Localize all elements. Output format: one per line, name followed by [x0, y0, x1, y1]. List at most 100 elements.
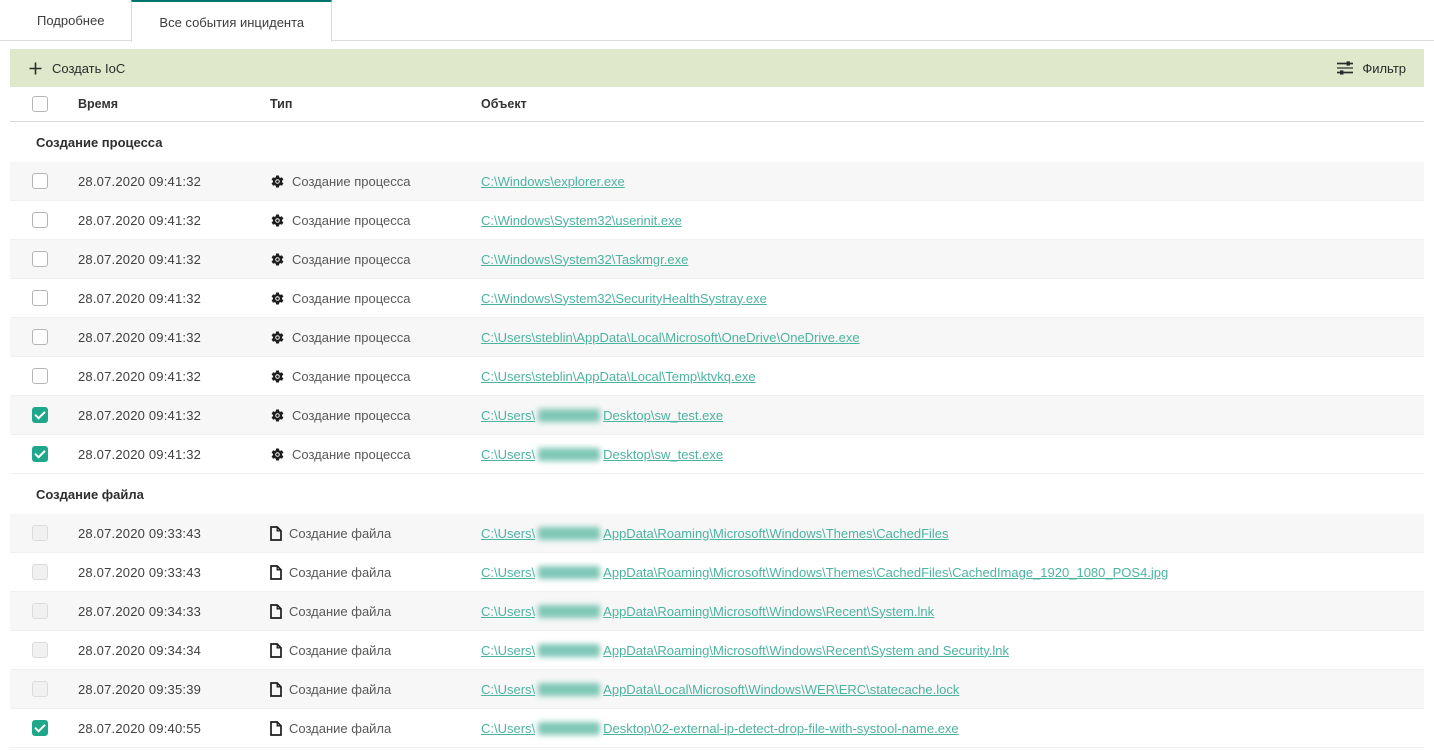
document-icon [270, 681, 282, 697]
column-header-object: Объект [481, 97, 527, 111]
row-checkbox [32, 681, 48, 697]
row-checkbox[interactable] [32, 329, 48, 345]
event-type-label: Создание файла [289, 642, 392, 658]
tab-details[interactable]: Подробнее [37, 13, 105, 28]
gear-icon [270, 408, 285, 423]
event-type-label: Создание процесса [292, 329, 411, 345]
table-row: 28.07.2020 09:41:32 Создание процесса C:… [10, 396, 1424, 435]
row-checkbox[interactable] [32, 173, 48, 189]
table-row: 28.07.2020 09:41:32 Создание процесса C:… [10, 240, 1424, 279]
column-header-time: Время [78, 97, 118, 111]
filter-label: Фильтр [1362, 60, 1406, 76]
gear-icon [270, 174, 285, 189]
gear-icon [270, 447, 285, 462]
row-checkbox[interactable] [32, 212, 48, 228]
event-time: 28.07.2020 09:34:33 [78, 603, 202, 619]
object-link[interactable]: C:\Windows\System32\userinit.exe [481, 212, 682, 228]
redacted-blur [538, 565, 601, 579]
event-time: 28.07.2020 09:41:32 [78, 368, 202, 384]
table-header: Время Тип Объект [10, 87, 1424, 122]
object-link[interactable]: C:\Windows\System32\Taskmgr.exe [481, 251, 689, 267]
row-checkbox [32, 564, 48, 580]
row-checkbox [32, 603, 48, 619]
document-icon [270, 564, 282, 580]
object-link[interactable]: C:\Users\ AppData\Roaming\Microsoft\Windo… [481, 525, 949, 541]
event-type-label: Создание процесса [292, 290, 411, 306]
document-icon [270, 642, 282, 658]
row-checkbox[interactable] [32, 368, 48, 384]
group-title: Создание процесса [10, 122, 1424, 162]
tab-all-incident-events[interactable]: Все события инцидента [131, 0, 333, 42]
event-type-label: Создание файла [289, 525, 392, 541]
event-type-label: Создание процесса [292, 368, 411, 384]
create-ioc-label: Создать IoC [52, 60, 126, 76]
column-header-type: Тип [270, 97, 293, 111]
filter-button[interactable]: Фильтр [1337, 61, 1406, 76]
events-panel: Создать IoC Фильтр Время Тип Объект [10, 49, 1424, 748]
gear-icon [270, 291, 285, 306]
object-link[interactable]: C:\Users\ AppData\Roaming\Microsoft\Windo… [481, 564, 1169, 580]
gear-icon [270, 330, 285, 345]
table-row: 28.07.2020 09:41:32 Создание процесса C:… [10, 357, 1424, 396]
event-time: 28.07.2020 09:41:32 [78, 251, 202, 267]
table-row: 28.07.2020 09:41:32 Создание процесса C:… [10, 162, 1424, 201]
event-type-label: Создание процесса [292, 212, 411, 228]
object-link[interactable]: C:\Users\ Desktop\02-external-ip-detect-d… [481, 720, 959, 736]
row-checkbox[interactable] [32, 720, 48, 736]
table-row: 28.07.2020 09:34:33 Создание файла C:\Us… [10, 592, 1424, 631]
object-link[interactable]: C:\Users\steblin\AppData\Local\Microsoft… [481, 329, 860, 345]
row-checkbox[interactable] [32, 407, 48, 423]
redacted-blur [538, 447, 601, 461]
row-checkbox [32, 525, 48, 541]
select-all-checkbox[interactable] [32, 96, 48, 112]
object-link[interactable]: C:\Users\steblin\AppData\Local\Temp\ktvk… [481, 368, 756, 384]
event-time: 28.07.2020 09:41:32 [78, 407, 202, 423]
redacted-blur [538, 643, 601, 657]
event-time: 28.07.2020 09:33:43 [78, 525, 202, 541]
document-icon [270, 525, 282, 541]
redacted-blur [538, 604, 601, 618]
event-time: 28.07.2020 09:41:32 [78, 446, 202, 462]
event-time: 28.07.2020 09:41:32 [78, 329, 202, 345]
gear-icon [270, 252, 285, 267]
row-checkbox [32, 642, 48, 658]
event-type-label: Создание процесса [292, 173, 411, 189]
group-title: Создание файла [10, 474, 1424, 514]
table-row: 28.07.2020 09:34:34 Создание файла C:\Us… [10, 631, 1424, 670]
event-time: 28.07.2020 09:33:43 [78, 564, 202, 580]
row-checkbox[interactable] [32, 446, 48, 462]
object-link[interactable]: C:\Windows\explorer.exe [481, 173, 625, 189]
table-row: 28.07.2020 09:33:43 Создание файла C:\Us… [10, 553, 1424, 592]
object-link[interactable]: C:\Users\ Desktop\sw_test.exe [481, 446, 724, 462]
event-time: 28.07.2020 09:41:32 [78, 212, 202, 228]
event-time: 28.07.2020 09:40:55 [78, 720, 202, 736]
object-link[interactable]: C:\Users\ AppData\Roaming\Microsoft\Windo… [481, 642, 1009, 658]
document-icon [270, 603, 282, 619]
table-row: 28.07.2020 09:41:32 Создание процесса C:… [10, 435, 1424, 474]
sliders-icon [1337, 61, 1354, 75]
row-checkbox[interactable] [32, 251, 48, 267]
table-row: 28.07.2020 09:41:32 Создание процесса C:… [10, 279, 1424, 318]
gear-icon [270, 369, 285, 384]
object-link[interactable]: C:\Users\ AppData\Roaming\Microsoft\Windo… [481, 603, 935, 619]
object-link[interactable]: C:\Users\ Desktop\sw_test.exe [481, 407, 724, 423]
table-row: 28.07.2020 09:40:55 Создание файла C:\Us… [10, 709, 1424, 748]
table-row: 28.07.2020 09:35:39 Создание файла C:\Us… [10, 670, 1424, 709]
object-link[interactable]: C:\Users\ AppData\Local\Microsoft\Windows… [481, 681, 960, 697]
tab-bar: Подробнее Все события инцидента [0, 0, 1434, 42]
redacted-blur [538, 526, 601, 540]
event-type-label: Создание файла [289, 564, 392, 580]
object-link[interactable]: C:\Windows\System32\SecurityHealthSystra… [481, 290, 767, 306]
table-row: 28.07.2020 09:33:43 Создание файла C:\Us… [10, 514, 1424, 553]
document-icon [270, 720, 282, 736]
row-checkbox[interactable] [32, 290, 48, 306]
event-group: Создание процесса 28.07.2020 09:41:32 Со… [10, 122, 1424, 474]
event-time: 28.07.2020 09:35:39 [78, 681, 202, 697]
event-time: 28.07.2020 09:41:32 [78, 173, 202, 189]
event-type-label: Создание файла [289, 681, 392, 697]
redacted-blur [538, 721, 601, 735]
event-type-label: Создание процесса [292, 251, 411, 267]
table-body: Создание процесса 28.07.2020 09:41:32 Со… [10, 122, 1424, 748]
redacted-blur [538, 408, 601, 422]
create-ioc-button[interactable]: Создать IoC [28, 61, 125, 76]
